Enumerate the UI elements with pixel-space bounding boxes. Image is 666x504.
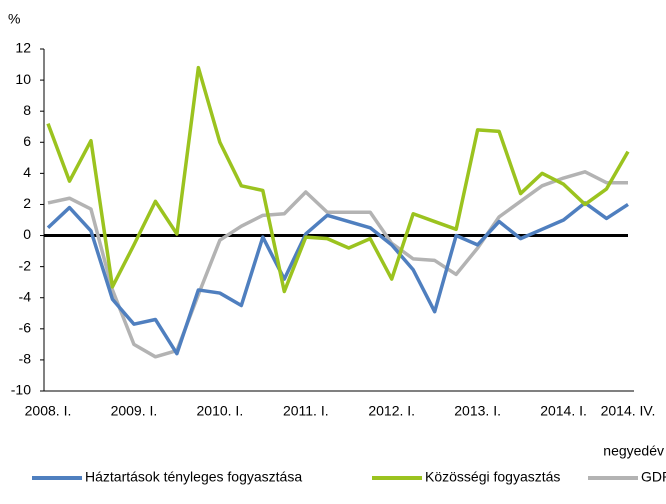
series-line	[46, 201, 629, 356]
y-tick-label: -4	[19, 288, 32, 304]
y-tick-label: 10	[15, 71, 31, 87]
x-tick-label: 2014. IV.	[601, 403, 656, 419]
legend-label: Közösségi fogyasztás	[425, 469, 560, 485]
y-axis-label: %	[8, 11, 20, 27]
y-tick-label: 0	[23, 226, 31, 242]
x-tick-label: 2014. I.	[540, 403, 587, 419]
series-line	[46, 65, 630, 294]
legend-label: GDP	[641, 469, 666, 485]
x-axis-label: negyedév	[603, 443, 664, 459]
y-tick-label: -2	[19, 257, 32, 273]
y-tick-label: 8	[23, 102, 31, 118]
y-tick-label: -10	[11, 382, 31, 398]
x-tick-label: 2013. I.	[454, 403, 501, 419]
x-tick-label: 2010. I.	[197, 403, 244, 419]
y-tick-label: 12	[15, 40, 31, 56]
y-tick-label: 6	[23, 133, 31, 149]
x-tick-label: 2008. I.	[25, 403, 72, 419]
x-tick-label: 2009. I.	[111, 403, 158, 419]
x-tick-label: 2012. I.	[368, 403, 415, 419]
x-tick-label: 2011. I.	[283, 403, 329, 419]
series-line	[47, 170, 628, 359]
y-tick-label: -6	[19, 320, 32, 336]
y-tick-label: 4	[23, 164, 31, 180]
legend-label: Háztartások tényleges fogyasztása	[85, 469, 302, 485]
y-tick-label: 2	[23, 195, 31, 211]
y-tick-label: -8	[19, 351, 32, 367]
